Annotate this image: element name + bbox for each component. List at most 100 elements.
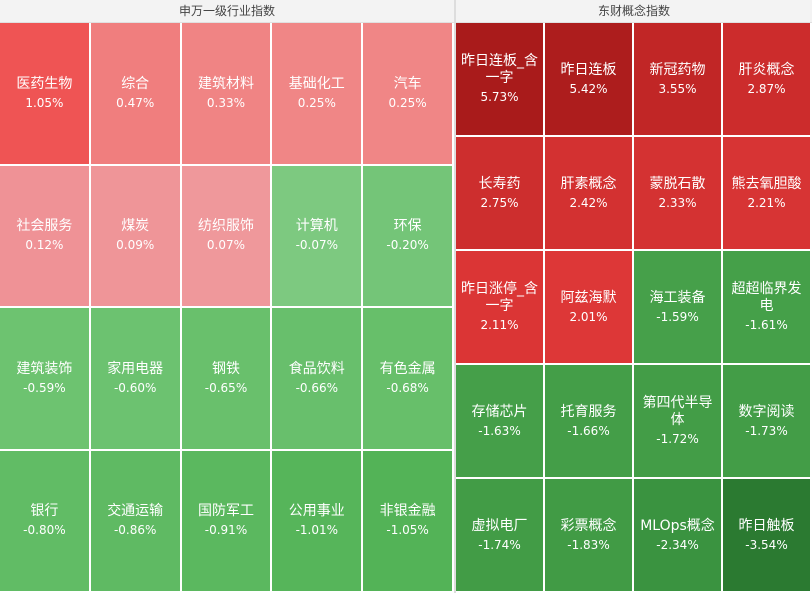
treemap-tile[interactable]: 计算机 -0.07% <box>272 165 364 308</box>
tile-value: -0.86% <box>113 523 157 538</box>
tile-value: 5.73% <box>480 90 519 104</box>
treemap-tile[interactable]: 有色金属 -0.68% <box>363 308 454 451</box>
tile-name: 钢铁 <box>211 360 240 377</box>
treemap-tile[interactable]: 昨日触板 -3.54% <box>723 479 812 593</box>
treemap-tile[interactable]: MLOps概念 -2.34% <box>634 479 723 593</box>
tile-value: 3.55% <box>658 81 697 96</box>
tile-name: 交通运输 <box>107 503 164 520</box>
tile-value: 5.42% <box>569 81 608 96</box>
treemap-tile[interactable]: 纺织服饰 0.07% <box>181 165 273 308</box>
tile-name: 计算机 <box>295 218 338 235</box>
tile-value: -0.20% <box>386 238 429 253</box>
treemap-tile[interactable]: 社会服务 0.12% <box>0 165 91 308</box>
treemap-tile[interactable]: 存储芯片 -1.63% <box>456 365 545 479</box>
tile-value: -1.63% <box>478 423 521 438</box>
treemap-tile[interactable]: 熊去氧胆酸 2.21% <box>723 137 812 251</box>
treemap-tile[interactable]: 蒙脱石散 2.33% <box>634 137 723 251</box>
tile-name: 肝素概念 <box>560 175 617 192</box>
tile-value: -0.91% <box>204 523 248 538</box>
treemap-tile[interactable]: 肝素概念 2.42% <box>545 137 634 251</box>
treemap-tile[interactable]: 环保 -0.20% <box>363 165 454 308</box>
tile-name: 国防军工 <box>197 503 254 520</box>
tile-name: 医药生物 <box>16 75 73 92</box>
treemap-tile[interactable]: 家用电器 -0.60% <box>90 308 182 451</box>
tile-name: 家用电器 <box>107 360 164 377</box>
treemap-tile[interactable]: 昨日连板_含一字 5.73% <box>456 23 545 137</box>
treemap-tile[interactable]: 煤炭 0.09% <box>90 165 182 308</box>
tile-value: 2.87% <box>747 81 786 96</box>
tile-name: 海工装备 <box>649 289 706 306</box>
treemap-tile[interactable]: 托育服务 -1.66% <box>545 365 634 479</box>
treemap-tile[interactable]: 医药生物 1.05% <box>0 23 91 166</box>
treemap-tile[interactable]: 第四代半导体 -1.72% <box>634 365 723 479</box>
treemap-tile[interactable]: 长寿药 2.75% <box>456 137 545 251</box>
treemap-tile[interactable]: 彩票概念 -1.83% <box>545 479 634 593</box>
tile-value: -1.73% <box>745 423 788 438</box>
tile-value: 0.25% <box>297 95 336 110</box>
tile-name: 煤炭 <box>121 218 150 235</box>
treemap-tile[interactable]: 新冠药物 3.55% <box>634 23 723 137</box>
treemap-tile[interactable]: 交通运输 -0.86% <box>90 450 182 593</box>
tile-value: 0.47% <box>116 95 155 110</box>
tile-value: 2.75% <box>480 195 519 210</box>
tile-value: -1.01% <box>295 523 339 538</box>
tile-name: 综合 <box>121 75 150 92</box>
tile-value: 2.33% <box>658 195 697 210</box>
tile-name: 昨日连板_含一字 <box>461 53 538 86</box>
tile-name: 存储芯片 <box>471 403 528 420</box>
tile-value: 0.07% <box>206 238 246 253</box>
tile-value: -2.34% <box>656 537 699 552</box>
tile-value: -1.72% <box>656 432 699 446</box>
treemap-tile[interactable]: 综合 0.47% <box>90 23 182 166</box>
panel-title: 东财概念指数 <box>456 0 812 23</box>
tile-value: 0.09% <box>116 238 155 253</box>
treemap-tile[interactable]: 昨日连板 5.42% <box>545 23 634 137</box>
tile-name: 彩票概念 <box>560 517 617 534</box>
treemap-tile[interactable]: 食品饮料 -0.66% <box>272 308 364 451</box>
treemap-tile[interactable]: 汽车 0.25% <box>363 23 454 166</box>
treemap-tile[interactable]: 虚拟电厂 -1.74% <box>456 479 545 593</box>
industry-panel: 申万一级行业指数 医药生物 1.05% 综合 0.47% 建筑材料 0.33% 基础化工 0.… <box>0 0 454 593</box>
tile-value: -1.61% <box>745 318 788 332</box>
tile-name: 汽车 <box>393 75 422 92</box>
tile-value: 2.42% <box>569 195 608 210</box>
tile-name: 公用事业 <box>288 503 345 520</box>
tile-value: 0.12% <box>25 238 64 253</box>
treemap-tile[interactable]: 建筑装饰 -0.59% <box>0 308 91 451</box>
treemap-tile[interactable]: 肝炎概念 2.87% <box>723 23 812 137</box>
tile-name: 社会服务 <box>16 218 73 235</box>
treemap-tile[interactable]: 阿兹海默 2.01% <box>545 251 634 365</box>
treemap-tile[interactable]: 国防军工 -0.91% <box>181 450 273 593</box>
tile-value: 2.01% <box>569 309 608 324</box>
treemap-tile[interactable]: 超超临界发电 -1.61% <box>723 251 812 365</box>
tile-name: 非银金融 <box>379 503 436 520</box>
treemap-tile[interactable]: 昨日涨停_含一字 2.11% <box>456 251 545 365</box>
treemap-tile[interactable]: 基础化工 0.25% <box>272 23 364 166</box>
tile-name: 虚拟电厂 <box>471 517 528 534</box>
tile-name: 昨日连板 <box>560 61 617 78</box>
treemap-tile[interactable]: 建筑材料 0.33% <box>181 23 273 166</box>
treemap-tile[interactable]: 数字阅读 -1.73% <box>723 365 812 479</box>
tile-name: 第四代半导体 <box>642 395 713 428</box>
tile-name: 纺织服饰 <box>197 218 254 235</box>
tile-name: 阿兹海默 <box>560 289 617 306</box>
tile-name: 蒙脱石散 <box>649 175 706 192</box>
treemap-tile[interactable]: 海工装备 -1.59% <box>634 251 723 365</box>
tile-value: -0.66% <box>295 380 339 395</box>
tile-value: -0.80% <box>23 523 66 538</box>
tile-value: 1.05% <box>25 95 64 110</box>
tile-name: 昨日触板 <box>738 517 795 534</box>
tile-value: 2.11% <box>480 318 519 332</box>
tile-name: 托育服务 <box>560 403 617 420</box>
tile-name: 肝炎概念 <box>738 61 795 78</box>
tile-name: 超超临界发电 <box>731 281 802 314</box>
treemap-tile[interactable]: 公用事业 -1.01% <box>272 450 364 593</box>
tile-value: -0.65% <box>204 380 248 395</box>
tile-value: 0.33% <box>206 95 246 110</box>
treemap-tile[interactable]: 钢铁 -0.65% <box>181 308 273 451</box>
tile-value: -0.59% <box>23 380 66 395</box>
treemap-tile[interactable]: 非银金融 -1.05% <box>363 450 454 593</box>
industry-treemap: 医药生物 1.05% 综合 0.47% 建筑材料 0.33% 基础化工 0.25% 汽车 0.25… <box>0 23 454 593</box>
treemap-tile[interactable]: 银行 -0.80% <box>0 450 91 593</box>
tile-name: MLOps概念 <box>640 517 715 534</box>
